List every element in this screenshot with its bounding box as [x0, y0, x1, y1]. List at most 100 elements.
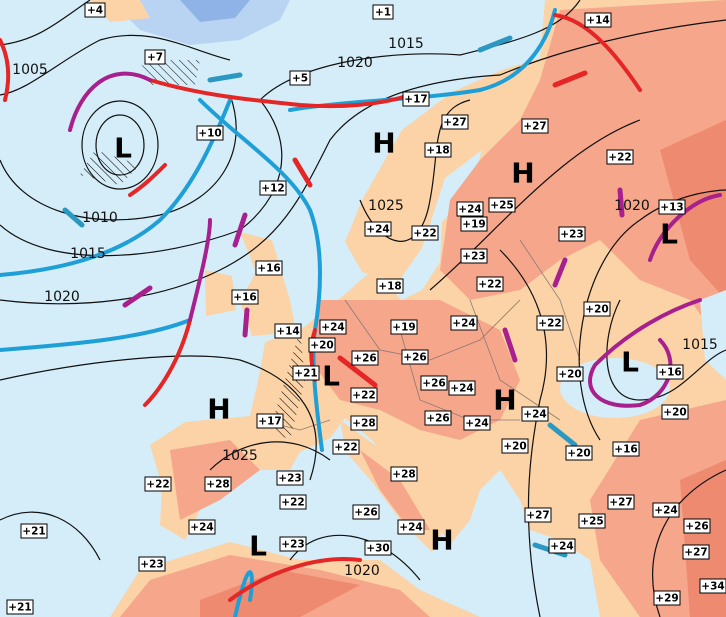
isobar-value: 1020 — [337, 55, 373, 71]
temperature-label-box — [376, 278, 404, 294]
temperature-label-box — [612, 441, 640, 457]
temperature-value: +24 — [399, 522, 422, 534]
temperature-label: +30 — [364, 540, 392, 556]
temperature-label-box — [279, 494, 307, 510]
temperature-label-box — [424, 142, 452, 158]
temperature-label-box — [584, 12, 612, 28]
high-pressure-center: H — [511, 157, 534, 190]
temperature-label: +20 — [501, 438, 529, 454]
temperature-label-box — [565, 445, 593, 461]
temperature-value: +7 — [147, 52, 163, 64]
cold-front — [288, 8, 557, 112]
temperature-label-box — [488, 197, 516, 213]
temperature-label: +22 — [411, 225, 439, 241]
temperature-label: +24 — [448, 380, 476, 396]
temperature-value: +25 — [490, 200, 513, 212]
temperature-label-box — [204, 476, 232, 492]
temperature-label-box — [6, 599, 34, 615]
high-pressure-center: H — [493, 384, 516, 417]
temperature-value: +17 — [258, 416, 281, 428]
temperature-value: +24 — [321, 322, 344, 334]
temperature-label-box — [332, 439, 360, 455]
temperature-label-box — [521, 118, 549, 134]
temperature-label: +27 — [521, 118, 549, 134]
temperature-label: +7 — [144, 49, 166, 65]
wind-arrow-occluded — [617, 187, 625, 218]
temperature-label-box — [390, 466, 418, 482]
temperature-label: +5 — [289, 70, 311, 86]
temperature-value: +22 — [281, 497, 304, 509]
warm-front — [0, 38, 11, 102]
temperature-value: +23 — [462, 251, 485, 263]
temperature-value: +24 — [450, 383, 473, 395]
warm-front — [128, 163, 167, 197]
temperature-value: +18 — [426, 145, 449, 157]
low-pressure-center: L — [249, 530, 267, 563]
temperature-value: +29 — [655, 593, 678, 605]
temperature-label-box — [256, 413, 284, 429]
temperature-value: +26 — [685, 521, 708, 533]
temperature-label-box — [578, 513, 606, 529]
wind-arrow-occluded — [232, 212, 248, 248]
temperature-value: +20 — [567, 448, 590, 460]
temperature-label-box — [402, 91, 430, 107]
temperature-label: +20 — [583, 301, 611, 317]
cold-front — [0, 98, 232, 277]
isobar-value: 1025 — [222, 448, 258, 464]
temperature-value: +28 — [352, 418, 375, 430]
temperature-label-box — [450, 315, 478, 331]
temperature-label: +21 — [292, 365, 320, 381]
temperature-value: +14 — [276, 326, 299, 338]
temperature-value: +20 — [310, 340, 333, 352]
temperature-label: +24 — [450, 315, 478, 331]
temperature-label-box — [274, 323, 302, 339]
caspian-sea — [700, 290, 726, 380]
temperature-label-box — [607, 494, 635, 510]
temperature-value: +22 — [538, 318, 561, 330]
temperature-value: +28 — [206, 479, 229, 491]
temperature-label-box — [683, 518, 711, 534]
wind-arrow-warm — [292, 157, 313, 188]
wind-arrow-warm — [337, 355, 378, 388]
temperature-label-box — [308, 337, 336, 353]
temperature-label: +27 — [682, 544, 710, 560]
temperature-value: +22 — [334, 442, 357, 454]
temperature-value: +22 — [146, 479, 169, 491]
temperature-value: +24 — [523, 409, 546, 421]
temperature-label: +10 — [196, 125, 224, 141]
temperature-value: +23 — [278, 473, 301, 485]
wind-arrow-warm — [552, 70, 588, 88]
temperature-value: +18 — [378, 281, 401, 293]
temperature-label-box — [682, 544, 710, 560]
temperature-label: +26 — [351, 350, 379, 366]
temperature-label: +28 — [390, 466, 418, 482]
temperature-label-box — [652, 502, 680, 518]
temperature-label: +24 — [463, 415, 491, 431]
wind-arrow-occluded — [502, 327, 518, 363]
temperature-label-box — [656, 364, 684, 380]
temperature-label: +20 — [556, 366, 584, 382]
temperature-value: +27 — [609, 497, 632, 509]
temperature-label-box — [699, 578, 726, 594]
temperature-label: +19 — [460, 216, 488, 232]
temperature-label: +18 — [376, 278, 404, 294]
temperature-label: +27 — [441, 114, 469, 130]
temperature-value: +23 — [560, 229, 583, 241]
temperature-label-box — [463, 415, 491, 431]
temperature-value: +24 — [465, 418, 488, 430]
fronts — [0, 8, 722, 617]
temperature-label-box — [411, 225, 439, 241]
precipitation-hatch — [140, 60, 200, 85]
temperature-label: +24 — [364, 221, 392, 237]
temperature-label: +24 — [188, 519, 216, 535]
temperature-value: +28 — [392, 469, 415, 481]
temperature-label-box — [196, 125, 224, 141]
temperature-label: +26 — [352, 504, 380, 520]
temperature-label: +26 — [683, 518, 711, 534]
temperature-value: +13 — [660, 202, 683, 214]
occluded-front — [588, 298, 702, 408]
wind-arrow-cold — [547, 422, 578, 448]
temperature-value: +26 — [354, 507, 377, 519]
temperature-label: +24 — [319, 319, 347, 335]
